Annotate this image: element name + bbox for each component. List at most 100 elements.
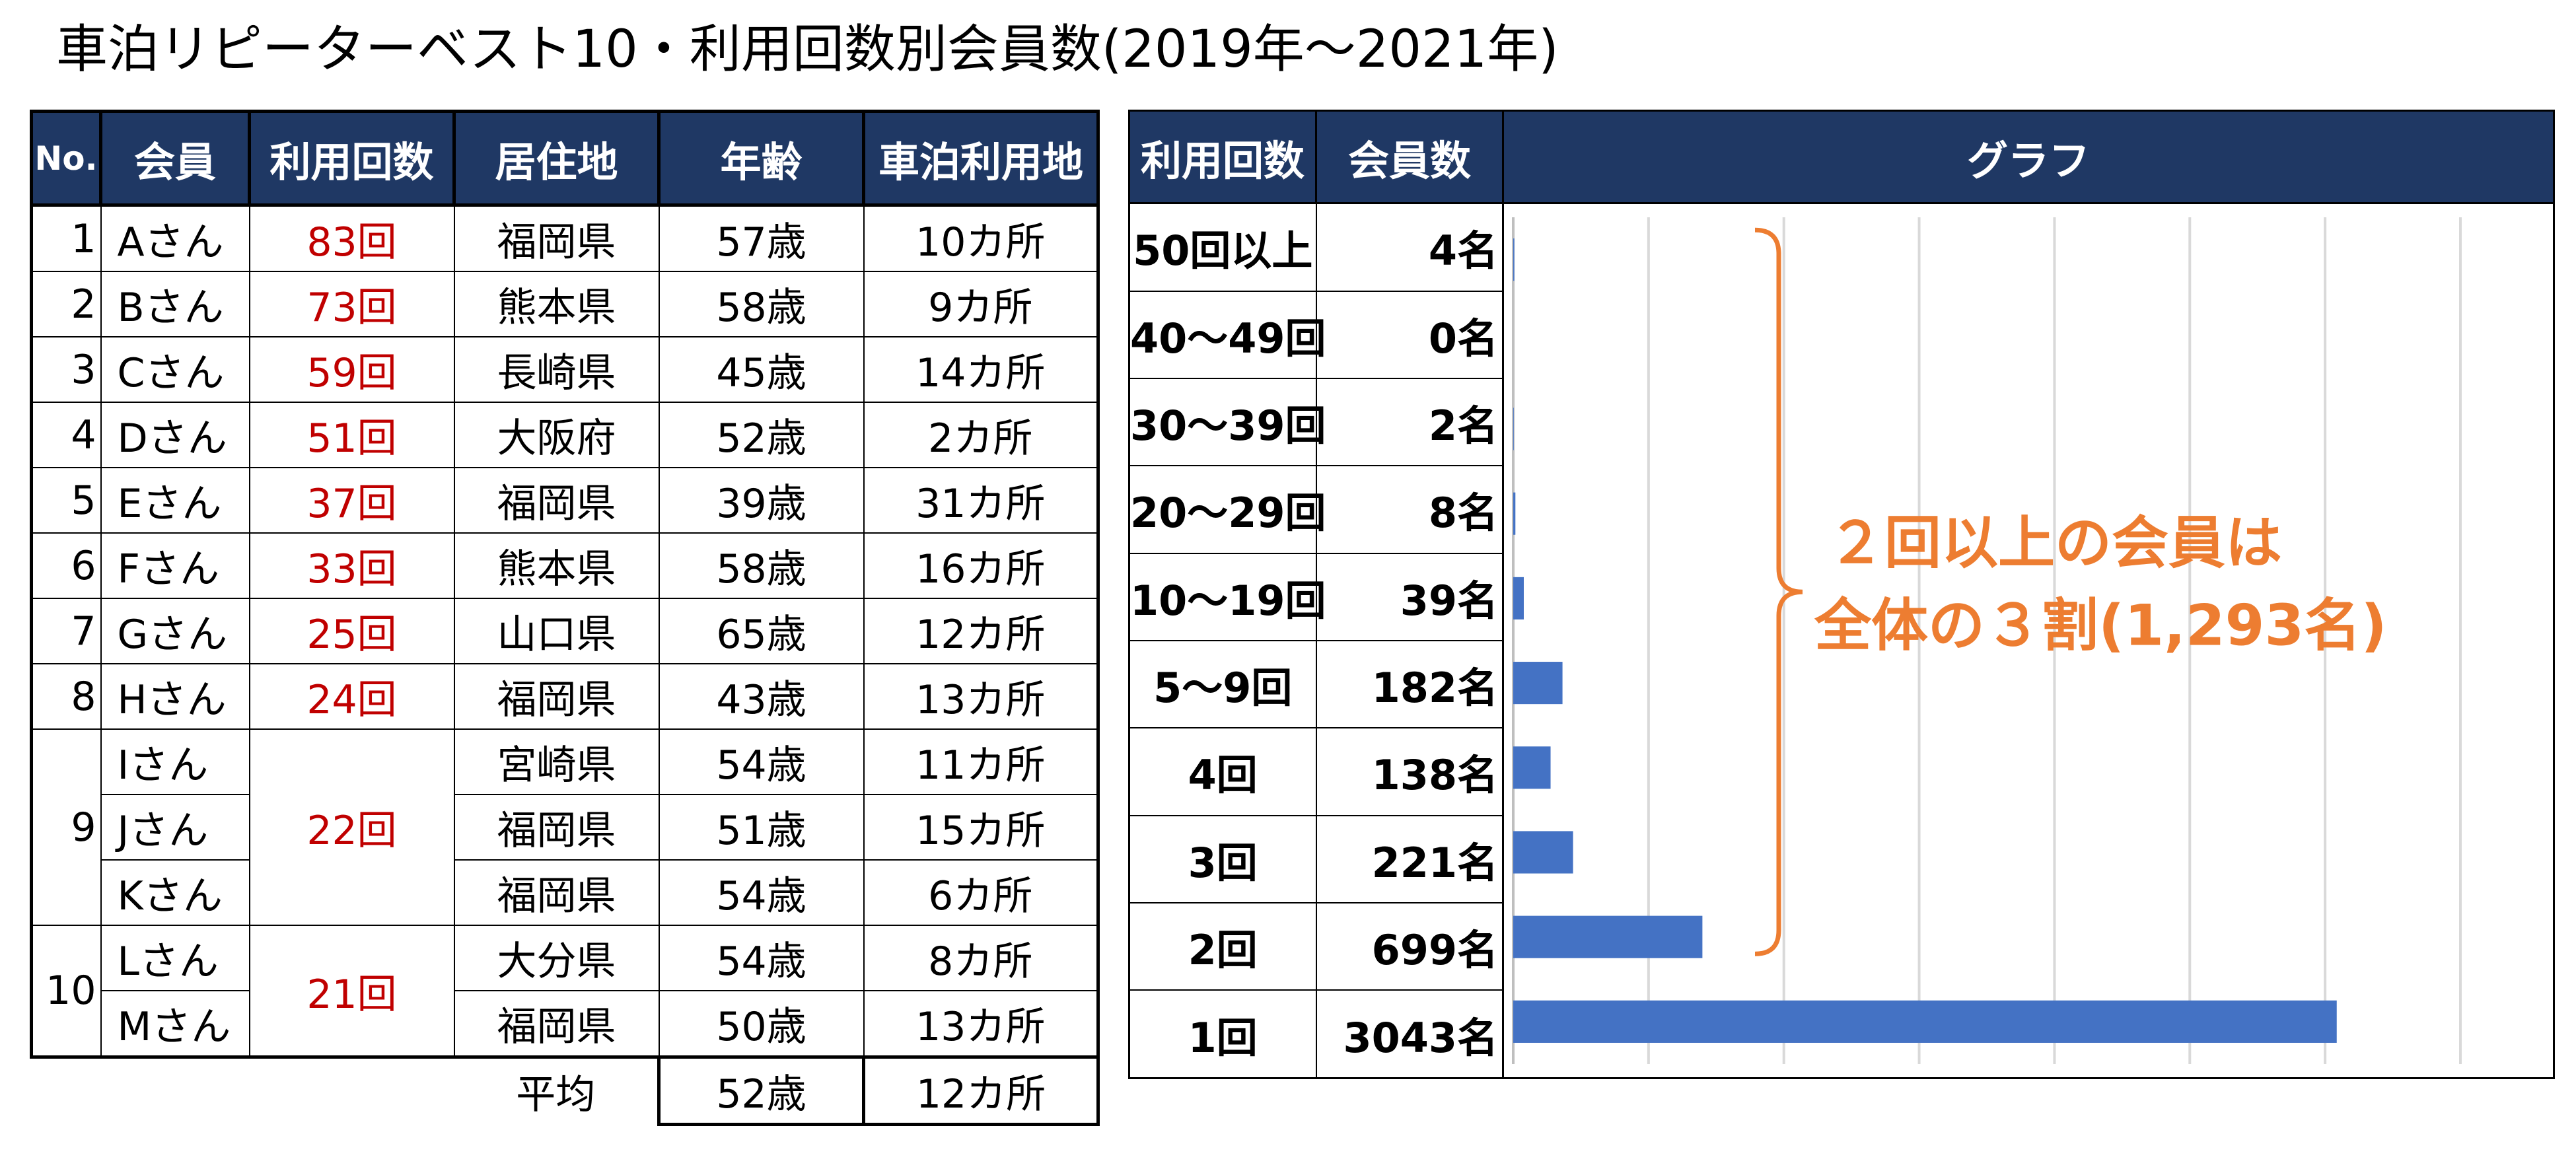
row-no: 5 — [30, 467, 102, 534]
row-range: 5〜9回 — [1128, 639, 1317, 729]
row-member: Bさん — [100, 271, 250, 337]
row-count: 21回 — [248, 925, 455, 1059]
row-age: 58歳 — [658, 532, 865, 599]
row-member-count: 3043名 — [1315, 989, 1504, 1079]
average-row: 平均 52歳 12カ所 — [32, 1057, 1100, 1126]
row-member: Aさん — [100, 204, 250, 272]
table-row: 8 Hさん 24回 福岡県 43歳 13カ所 — [30, 663, 1100, 730]
bar-chart: ２回以上の会員は全体の３割(1,293名) — [1502, 202, 2555, 1079]
row-age: 43歳 — [658, 663, 865, 730]
row-member-count: 699名 — [1315, 902, 1504, 991]
row-no: 8 — [30, 663, 102, 730]
row-age: 54歳 — [658, 925, 865, 991]
row-residence: 大分県 — [453, 925, 660, 991]
row-no: 7 — [30, 598, 102, 664]
row-count: 37回 — [248, 467, 455, 534]
left-table-header-row: No. 会員 利用回数 居住地 年齢 車泊利用地 — [30, 110, 1100, 207]
col-header-count: 利用回数 — [248, 110, 456, 207]
row-no: 4 — [30, 402, 102, 468]
table-row: 3回 221名 — [1128, 814, 2554, 903]
col-header-age: 年齢 — [657, 110, 865, 207]
table-row: 2 Bさん 73回 熊本県 58歳 9カ所 — [30, 271, 1100, 337]
row-residence: 山口県 — [453, 598, 660, 664]
row-places: 13カ所 — [863, 663, 1100, 730]
table-row: 5 Eさん 37回 福岡県 39歳 31カ所 — [30, 467, 1100, 534]
row-no: 10 — [30, 925, 102, 1059]
col-header-places: 車泊利用地 — [862, 110, 1100, 207]
average-age: 52歳 — [657, 1057, 865, 1126]
row-age: 39歳 — [658, 467, 865, 534]
row-no: 2 — [30, 271, 102, 337]
row-age: 51歳 — [658, 794, 865, 861]
row-residence: 福岡県 — [453, 204, 660, 272]
row-range: 20〜29回 — [1128, 465, 1326, 554]
row-residence: 福岡県 — [453, 663, 660, 730]
row-places: 9カ所 — [863, 271, 1100, 337]
row-age: 58歳 — [658, 271, 865, 337]
right-table-header-row: 利用回数 会員数 グラフ — [1128, 110, 2555, 204]
row-residence: 宮崎県 — [453, 728, 660, 795]
table-row: 2回 699名 — [1128, 902, 2554, 991]
row-range: 10〜19回 — [1128, 552, 1326, 641]
row-places: 15カ所 — [863, 794, 1100, 861]
row-range: 50回以上 — [1128, 202, 1317, 292]
table-row: 7 Gさん 25回 山口県 65歳 12カ所 — [30, 598, 1100, 664]
annotation-text: ２回以上の会員は — [1828, 510, 2282, 576]
row-member-count: 4名 — [1315, 202, 1504, 292]
row-count: 59回 — [248, 336, 455, 403]
row-range: 3回 — [1128, 814, 1317, 903]
row-places: 12カ所 — [863, 598, 1100, 664]
row-age: 45歳 — [658, 336, 865, 403]
row-count: 73回 — [248, 271, 455, 337]
chart-bar — [1513, 915, 1703, 958]
table-row: 4回 138名 — [1128, 727, 2554, 816]
row-count: 83回 — [248, 204, 455, 272]
table-row: 5〜9回 182名 — [1128, 639, 2554, 729]
table-row: 50回以上 4名 ２回以上の会員は全体の３割(1,293名) — [1128, 202, 2555, 1079]
average-label: 平均 — [516, 1072, 596, 1119]
row-member: Lさん — [100, 925, 250, 991]
chart-bar — [1513, 238, 1515, 281]
usage-count-table: 利用回数 会員数 グラフ 50回以上 4名 ２回以上の会員は全体の３割(1,29… — [1128, 110, 2555, 1079]
row-member: Iさん — [100, 728, 250, 795]
table-row: 10 Lさん 21回 大分県 54歳 8カ所 — [30, 925, 1100, 1059]
row-count: 51回 — [248, 402, 455, 468]
annotation-text: 全体の３割(1,293名) — [1814, 592, 2387, 658]
chart-bar — [1513, 577, 1524, 619]
row-member: Hさん — [100, 663, 250, 730]
row-age: 52歳 — [658, 402, 865, 468]
row-range: 40〜49回 — [1128, 290, 1326, 379]
row-no: 6 — [30, 532, 102, 599]
row-places: 14カ所 — [863, 336, 1100, 403]
row-residence: 福岡県 — [453, 859, 660, 926]
annotation-brace — [1754, 227, 1803, 956]
chart-bar — [1513, 1000, 2337, 1043]
table-row: Jさん 福岡県 51歳 15カ所 — [32, 794, 1100, 861]
row-no: 3 — [30, 336, 102, 403]
row-age: 57歳 — [658, 204, 865, 272]
row-member-count: 2名 — [1315, 377, 1504, 467]
page-title: 車泊リピーターベスト10・利用回数別会員数(2019年〜2021年) — [56, 20, 1559, 79]
row-member: Cさん — [100, 336, 250, 403]
row-age: 65歳 — [658, 598, 865, 664]
row-age: 50歳 — [658, 990, 865, 1059]
row-residence: 長崎県 — [453, 336, 660, 403]
row-member: Kさん — [100, 859, 250, 926]
row-count: 25回 — [248, 598, 455, 664]
table-row: 1回 3043名 — [1128, 989, 2554, 1079]
table-row: 10〜19回 39名 — [1128, 552, 2554, 641]
row-member-count: 221名 — [1315, 814, 1504, 903]
table-row: 1 Aさん 83回 福岡県 57歳 10カ所 — [30, 204, 1100, 272]
row-residence: 熊本県 — [453, 271, 660, 337]
row-member: Gさん — [100, 598, 250, 664]
table-row: 20〜29回 8名 — [1128, 465, 2554, 554]
row-count: 33回 — [248, 532, 455, 599]
row-places: 2カ所 — [863, 402, 1100, 468]
repeater-top10-table: No. 会員 利用回数 居住地 年齢 車泊利用地 1 Aさん 83回 福岡県 5… — [30, 110, 1100, 1126]
row-range: 1回 — [1128, 989, 1317, 1079]
row-places: 16カ所 — [863, 532, 1100, 599]
chart-bar — [1513, 492, 1516, 535]
row-places: 8カ所 — [863, 925, 1100, 991]
row-residence: 大阪府 — [453, 402, 660, 468]
col-header-member: 会員 — [99, 110, 251, 207]
